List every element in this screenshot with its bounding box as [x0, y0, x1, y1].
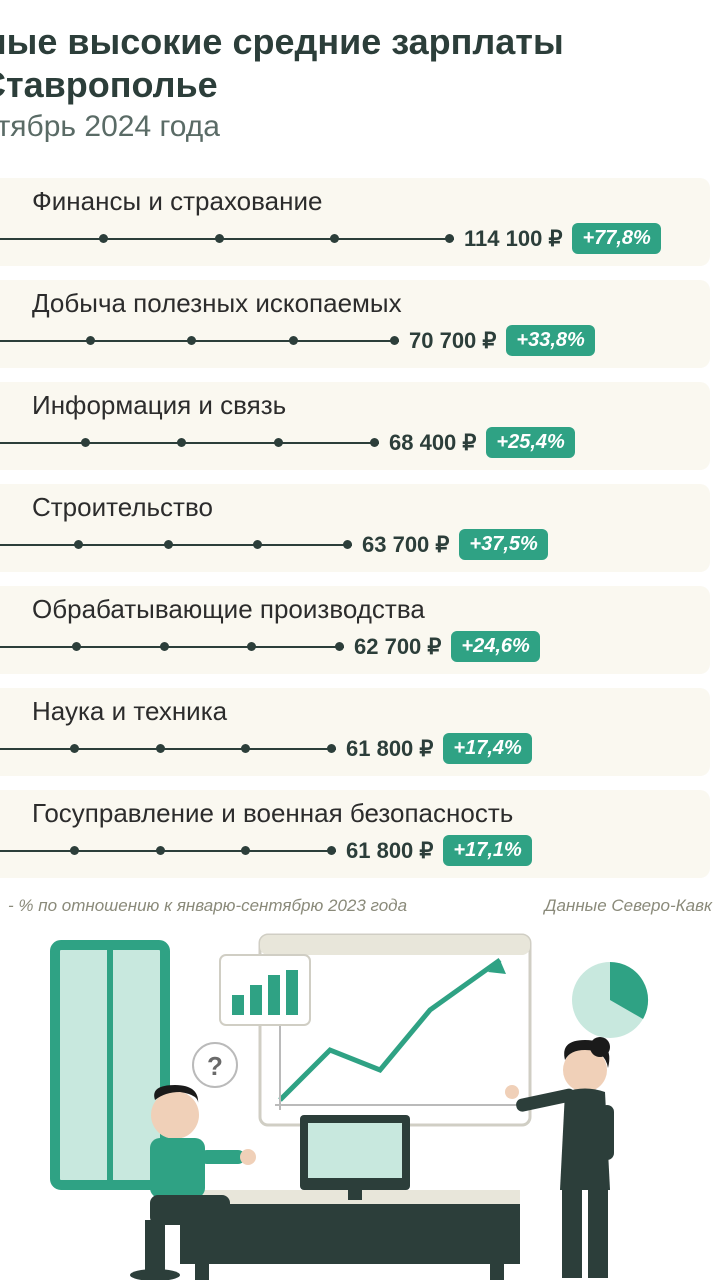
- row-label: Госуправление и военная безопасность: [32, 798, 696, 829]
- row-label: Информация и связь: [32, 390, 696, 421]
- change-badge: +77,8%: [572, 223, 660, 254]
- change-badge: +37,5%: [459, 529, 547, 560]
- salary-row: Строительство 63 700 ₽ +37,5%: [0, 484, 710, 572]
- title-line1: мые высокие средние зарплаты: [0, 20, 720, 63]
- row-value: 61 800 ₽: [346, 736, 433, 762]
- change-badge: +25,4%: [486, 427, 574, 458]
- salary-row: Информация и связь 68 400 ₽ +25,4%: [0, 382, 710, 470]
- bar: [0, 640, 344, 654]
- salary-row: Обрабатывающие производства 62 700 ₽ +24,6…: [0, 586, 710, 674]
- bar: [0, 844, 336, 858]
- bar: [0, 538, 352, 552]
- subtitle: нтябрь 2024 года: [0, 110, 720, 144]
- bar: [0, 232, 454, 246]
- row-label: Наука и техника: [32, 696, 696, 727]
- row-label: Добыча полезных ископаемых: [32, 288, 696, 319]
- change-badge: +33,8%: [506, 325, 594, 356]
- row-value: 68 400 ₽: [389, 430, 476, 456]
- row-label: Финансы и страхование: [32, 186, 696, 217]
- row-value: 63 700 ₽: [362, 532, 449, 558]
- row-value: 70 700 ₽: [409, 328, 496, 354]
- svg-text:?: ?: [207, 1051, 223, 1081]
- salary-rows: Финансы и страхование 114 100 ₽ +77,8% Добы…: [0, 178, 720, 878]
- change-badge: +17,1%: [443, 835, 531, 866]
- row-value: 114 100 ₽: [464, 226, 562, 252]
- row-label: Строительство: [32, 492, 696, 523]
- salary-row: Финансы и страхование 114 100 ₽ +77,8%: [0, 178, 710, 266]
- change-badge: +24,6%: [451, 631, 539, 662]
- title-line2: Ставрополье: [0, 63, 720, 106]
- row-label: Обрабатывающие производства: [32, 594, 696, 625]
- row-value: 62 700 ₽: [354, 634, 441, 660]
- question-bubble-icon: ?: [193, 1043, 237, 1087]
- illustration: ?: [0, 900, 720, 1280]
- bar: [0, 436, 379, 450]
- salary-row: Госуправление и военная безопасность 61 8…: [0, 790, 710, 878]
- salary-row: Добыча полезных ископаемых 70 700 ₽ +33,8%: [0, 280, 710, 368]
- bar: [0, 334, 399, 348]
- row-value: 61 800 ₽: [346, 838, 433, 864]
- bar: [0, 742, 336, 756]
- salary-row: Наука и техника 61 800 ₽ +17,4%: [0, 688, 710, 776]
- change-badge: +17,4%: [443, 733, 531, 764]
